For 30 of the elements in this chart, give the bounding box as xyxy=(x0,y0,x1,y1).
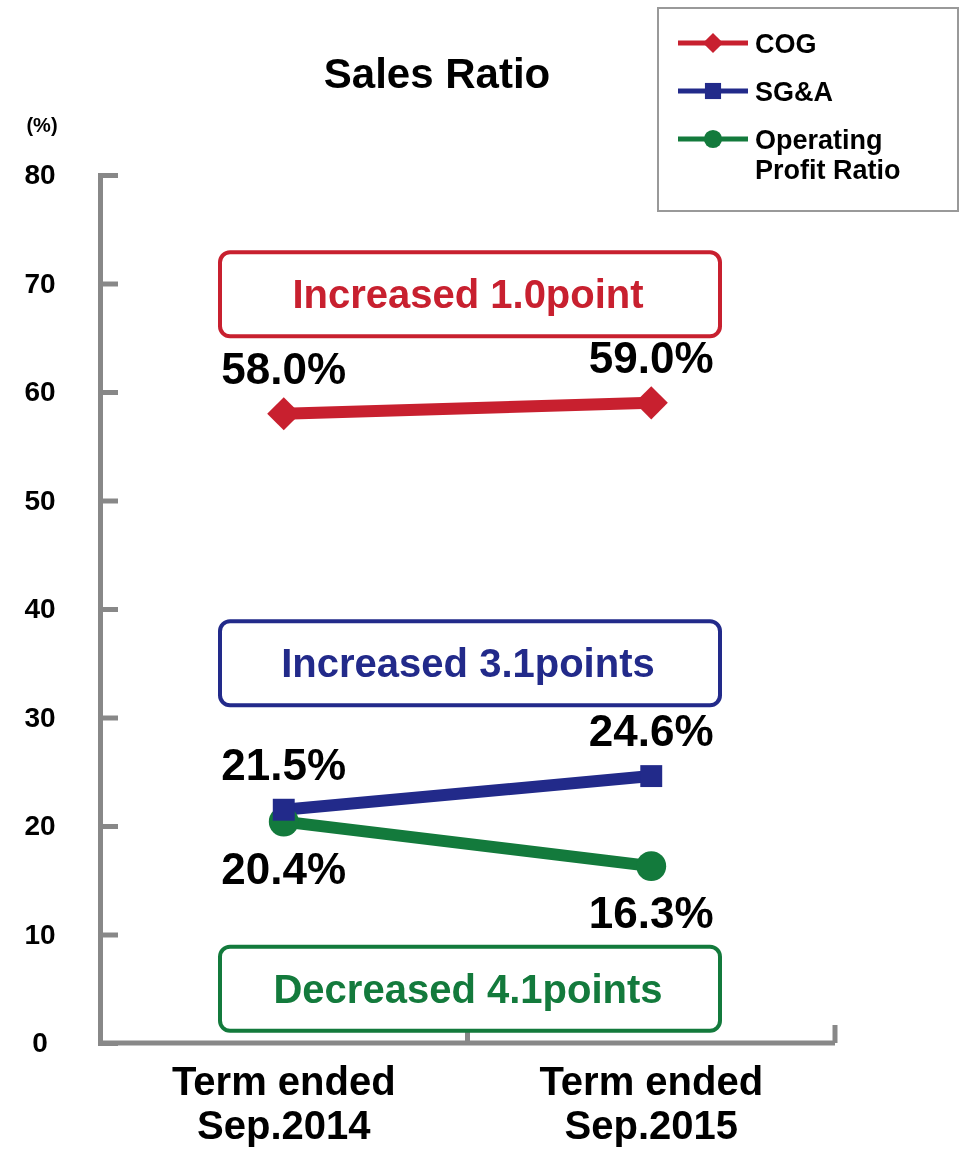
annotation: Increased 1.0point xyxy=(292,272,644,317)
y-tick-label: 80 xyxy=(24,159,56,191)
y-tick-label: 50 xyxy=(24,484,56,516)
x-tick-label: Term ended Sep.2015 xyxy=(539,1059,764,1147)
y-tick-label: 40 xyxy=(24,593,56,625)
annotation: Increased 3.1points xyxy=(281,641,655,686)
y-tick-label: 10 xyxy=(24,918,56,950)
data-label: 16.3% xyxy=(588,888,714,938)
data-label: 58.0% xyxy=(221,343,347,393)
y-axis-title: (%) xyxy=(26,114,58,136)
legend-label: SG&A xyxy=(755,77,834,107)
callout-box: Increased 3.1points xyxy=(218,619,722,708)
callout-box: Increased 1.0point xyxy=(218,250,722,339)
point xyxy=(640,765,663,788)
y-tick-label: 70 xyxy=(24,267,56,299)
callout-box: Decreased 4.1points xyxy=(218,944,722,1033)
legend-label: Operating Profit Ratio xyxy=(755,125,901,185)
legend-label: COG xyxy=(755,29,817,59)
y-tick-label: 0 xyxy=(32,1027,48,1059)
y-tick-label: 30 xyxy=(24,701,56,733)
data-label: 20.4% xyxy=(221,843,347,893)
data-label: 24.6% xyxy=(588,706,714,756)
y-tick-label: 60 xyxy=(24,376,56,408)
y-tick-label: 20 xyxy=(24,810,56,842)
data-label: 21.5% xyxy=(221,739,347,789)
x-tick-label: Term ended Sep.2014 xyxy=(171,1059,396,1147)
annotation: Decreased 4.1points xyxy=(273,966,663,1011)
point xyxy=(272,798,295,821)
chart-title: Sales Ratio xyxy=(323,50,551,97)
point xyxy=(636,851,667,882)
